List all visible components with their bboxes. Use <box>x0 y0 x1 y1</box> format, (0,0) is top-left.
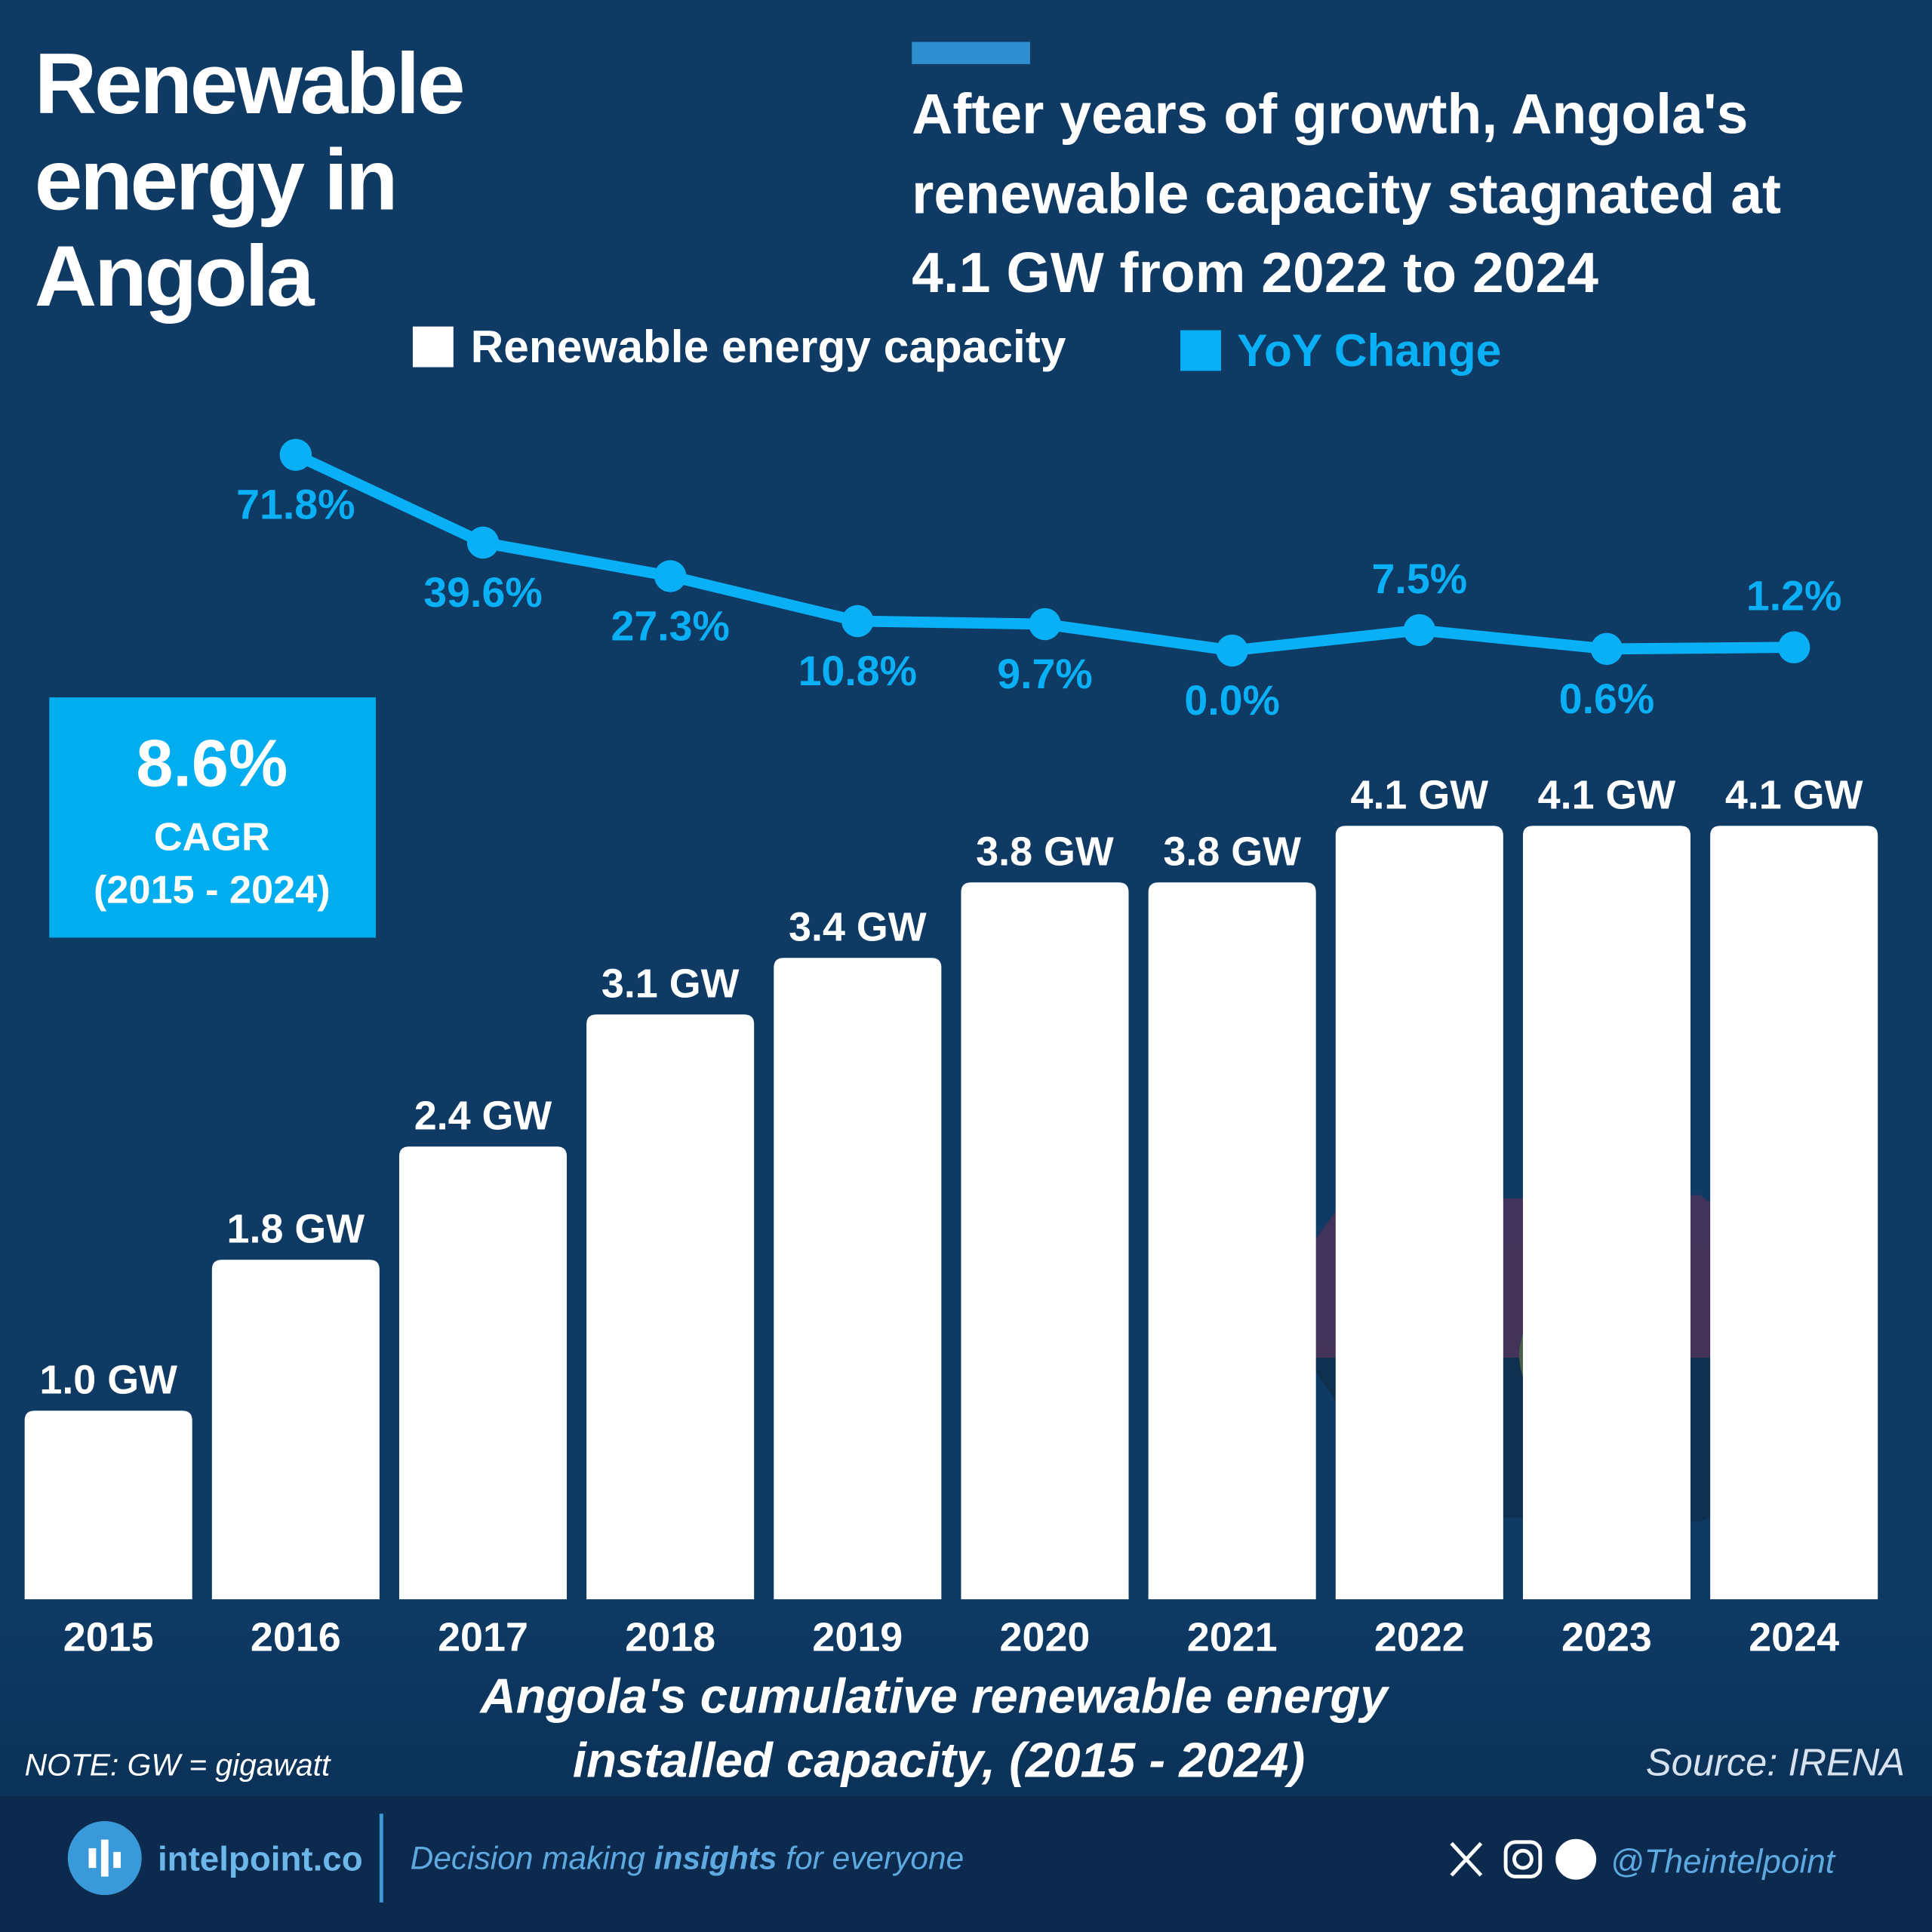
x-tick-label: 2020 <box>1000 1615 1091 1660</box>
bar <box>1522 826 1690 1600</box>
title-line: energy in <box>35 133 396 229</box>
cagr-label: CAGR <box>154 816 270 860</box>
yoy-point <box>1216 634 1248 667</box>
yoy-point <box>841 605 874 638</box>
yoy-value-label: 10.8% <box>798 648 917 694</box>
yoy-value-label: 0.0% <box>1184 677 1280 724</box>
yoy-point <box>279 438 312 471</box>
x-tick-label: 2015 <box>63 1615 154 1660</box>
yoy-value-label: 7.5% <box>1372 555 1468 602</box>
bar <box>24 1411 192 1600</box>
yoy-point <box>1590 632 1623 666</box>
bar <box>211 1260 380 1600</box>
yoy-value-label: 9.7% <box>997 651 1093 697</box>
social-icons <box>1450 1838 1597 1880</box>
tagline-part: for everyone <box>777 1841 964 1876</box>
subtitle-line: 4.1 GW from 2022 to 2024 <box>912 241 1598 304</box>
bar-value-label: 3.8 GW <box>976 829 1114 874</box>
footer-divider <box>379 1814 383 1903</box>
x-tick-label: 2017 <box>438 1615 528 1660</box>
yoy-value-label: 71.8% <box>236 481 355 528</box>
bar-value-label: 3.1 GW <box>601 961 740 1006</box>
bar-value-label: 4.1 GW <box>1538 772 1676 817</box>
bar <box>774 958 942 1600</box>
axis-band <box>0 1601 1932 1799</box>
yoy-point <box>654 560 687 592</box>
subtitle-accent <box>912 42 1030 64</box>
title-line: Renewable <box>35 36 463 132</box>
legend-swatch <box>412 326 454 368</box>
yoy-point <box>1403 614 1436 647</box>
legend-label: YoY Change <box>1237 325 1501 376</box>
cagr-box <box>49 697 376 938</box>
bar <box>961 882 1129 1600</box>
x-tick-label: 2018 <box>625 1615 715 1660</box>
bar <box>586 1014 755 1600</box>
subtitle-line: renewable capacity stagnated at <box>912 162 1781 225</box>
social-handle: @Theintelpoint <box>1611 1844 1836 1881</box>
x-tick-label: 2019 <box>812 1615 903 1660</box>
bar <box>398 1146 568 1600</box>
bar <box>1335 826 1503 1600</box>
legend-swatch <box>1180 330 1221 371</box>
x-tick-label: 2022 <box>1374 1615 1465 1660</box>
source: Source: IRENA <box>1646 1741 1905 1784</box>
subtitle-line: After years of growth, Angola's <box>912 82 1748 145</box>
cagr-period: (2015 - 2024) <box>94 869 331 912</box>
legend-label: Renewable energy capacity <box>471 321 1066 372</box>
tagline-part: Decision making <box>411 1841 654 1876</box>
chart-subtitle: After years of growth, Angola's renewabl… <box>912 82 1797 304</box>
x-tick-label: 2023 <box>1561 1615 1652 1660</box>
cagr-value: 8.6% <box>136 726 288 801</box>
yoy-point <box>1777 631 1810 663</box>
chart-title: Renewable energy in Angola <box>35 36 485 325</box>
x-tick-label: 2016 <box>251 1615 341 1660</box>
yoy-value-label: 27.3% <box>611 602 729 649</box>
x-tick-label: 2021 <box>1187 1615 1278 1660</box>
bar-value-label: 2.4 GW <box>414 1093 552 1138</box>
tagline: Decision making insights for everyone <box>411 1841 964 1876</box>
tagline-part: insights <box>654 1841 777 1876</box>
x-axis-label: installed capacity, (2015 - 2024) <box>573 1732 1305 1787</box>
bar-value-label: 3.8 GW <box>1163 829 1301 874</box>
bar <box>1148 882 1316 1600</box>
x-axis-label: Angola's cumulative renewable energy <box>478 1668 1390 1723</box>
brand-logo-bars <box>88 1839 121 1877</box>
yoy-value-label: 1.2% <box>1746 573 1842 620</box>
bar <box>1710 826 1878 1600</box>
note: NOTE: GW = gigawatt <box>25 1748 331 1783</box>
bar-value-label: 1.8 GW <box>227 1206 365 1251</box>
brand-name: intelpoint.co <box>158 1839 363 1878</box>
x-tick-label: 2024 <box>1749 1615 1839 1660</box>
bar-value-label: 1.0 GW <box>39 1357 177 1402</box>
bar-value-label: 4.1 GW <box>1725 772 1863 817</box>
bar-value-label: 3.4 GW <box>789 904 927 949</box>
bar-value-label: 4.1 GW <box>1351 772 1489 817</box>
yoy-point <box>1029 608 1061 641</box>
footer-bar <box>0 1796 1932 1932</box>
yoy-point <box>466 526 500 559</box>
yoy-value-label: 39.6% <box>423 569 542 616</box>
yoy-value-label: 0.6% <box>1559 675 1655 722</box>
title-line: Angola <box>35 229 315 325</box>
